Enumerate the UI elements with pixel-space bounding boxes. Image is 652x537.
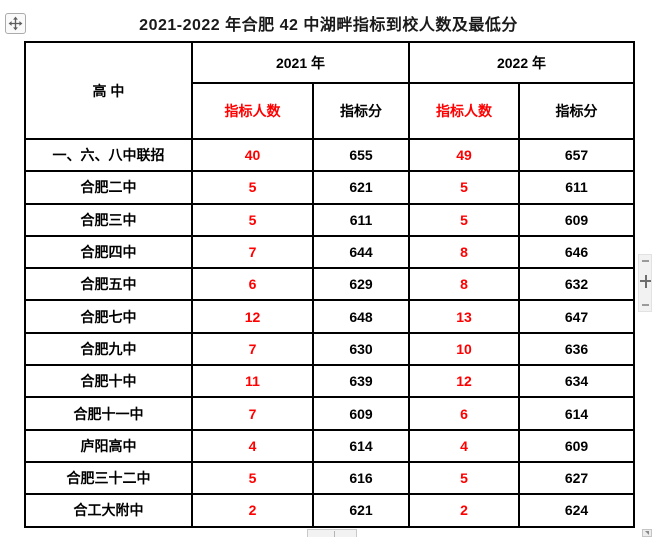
quota-value-cell: 5 — [191, 170, 314, 205]
quota-value-cell: 2 — [191, 493, 314, 528]
header-score-2022: 指标分 — [518, 82, 635, 140]
table-row: 合肥十中 11 639 12 634 — [24, 364, 635, 399]
score-value-cell: 634 — [518, 364, 635, 399]
header-year-2021: 2021 年 — [191, 41, 410, 84]
scroll-tick-top — [642, 260, 649, 262]
four-direction-move-icon — [8, 16, 23, 31]
table-row: 合肥七中 12 648 13 647 — [24, 299, 635, 334]
quota-value-cell: 10 — [408, 331, 520, 367]
school-name-cell: 合肥七中 — [24, 299, 193, 334]
score-value-cell: 609 — [518, 428, 635, 463]
scrollbar-fragment-bottom[interactable] — [307, 529, 357, 537]
quota-value-cell: 12 — [191, 299, 314, 334]
quota-value-cell: 13 — [408, 299, 520, 334]
quota-value-cell: 2 — [408, 493, 520, 528]
school-name-cell: 合肥四中 — [24, 234, 193, 270]
score-value-cell: 644 — [312, 234, 410, 270]
school-name-cell: 合工大附中 — [24, 493, 193, 528]
quota-value-cell: 6 — [191, 267, 314, 302]
table-row: 合肥四中 7 644 8 646 — [24, 234, 635, 270]
quota-value-cell: 5 — [191, 202, 314, 237]
quota-value-cell: 49 — [408, 137, 520, 173]
table-move-handle[interactable] — [5, 13, 26, 34]
quota-value-cell: 6 — [408, 396, 520, 431]
school-name-cell: 合肥十一中 — [24, 396, 193, 431]
quota-value-cell: 7 — [191, 331, 314, 367]
header-quota-2022: 指标人数 — [408, 82, 520, 140]
table-header-row-metrics: 指标人数 指标分 指标人数 指标分 — [25, 82, 635, 140]
score-value-cell: 614 — [312, 428, 410, 463]
score-value-cell: 611 — [312, 202, 410, 237]
quota-value-cell: 8 — [408, 267, 520, 302]
score-value-cell: 611 — [518, 170, 635, 205]
table-body: 一、六、八中联招 40 655 49 657 合肥二中 5 621 5 611 合肥三中 5 611 5 6… — [24, 137, 635, 528]
score-value-cell: 609 — [312, 396, 410, 431]
score-value-cell: 621 — [312, 170, 410, 205]
table-row: 合肥三中 5 611 5 609 — [24, 202, 635, 237]
score-value-cell: 657 — [518, 137, 635, 173]
scrollbar-fragment-right[interactable] — [638, 254, 652, 312]
table-row: 一、六、八中联招 40 655 49 657 — [24, 137, 635, 173]
scroll-corner-arrow-icon — [645, 531, 649, 535]
score-value-cell: 624 — [518, 493, 635, 528]
score-value-cell: 614 — [518, 396, 635, 431]
quota-value-cell: 11 — [191, 364, 314, 399]
quota-value-cell: 5 — [408, 202, 520, 237]
score-value-cell: 648 — [312, 299, 410, 334]
school-name-cell: 合肥二中 — [24, 170, 193, 205]
table-row: 合肥二中 5 621 5 611 — [24, 170, 635, 205]
score-value-cell: 655 — [312, 137, 410, 173]
table-header-row-years: 高 中 2021 年 2022 年 — [24, 41, 635, 140]
score-value-cell: 616 — [312, 460, 410, 496]
quota-value-cell: 8 — [408, 234, 520, 270]
header-school: 高 中 — [24, 41, 193, 140]
header-year-2022: 2022 年 — [408, 41, 635, 84]
plus-icon — [640, 280, 651, 282]
school-name-cell: 合肥十中 — [24, 364, 193, 399]
header-score-2021: 指标分 — [312, 82, 410, 140]
scrollbar-divider — [334, 531, 335, 537]
score-value-cell: 621 — [312, 493, 410, 528]
school-name-cell: 合肥三十二中 — [24, 460, 193, 496]
quota-value-cell: 12 — [408, 364, 520, 399]
score-value-cell: 609 — [518, 202, 635, 237]
school-name-cell: 一、六、八中联招 — [24, 137, 193, 173]
score-value-cell: 627 — [518, 460, 635, 496]
quota-value-cell: 7 — [191, 234, 314, 270]
quota-value-cell: 5 — [408, 170, 520, 205]
table-row: 合肥三十二中 5 616 5 627 — [24, 460, 635, 496]
quota-score-table: 高 中 2021 年 2022 年 指标人数 指标分 指标人数 指标分 一、六、… — [24, 41, 635, 528]
quota-value-cell: 7 — [191, 396, 314, 431]
header-quota-2021: 指标人数 — [191, 82, 314, 140]
table-row: 庐阳高中 4 614 4 609 — [24, 428, 635, 463]
school-name-cell: 庐阳高中 — [24, 428, 193, 463]
score-value-cell: 639 — [312, 364, 410, 399]
page-title: 2021-2022 年合肥 42 中湖畔指标到校人数及最低分 — [139, 17, 518, 34]
quota-value-cell: 4 — [408, 428, 520, 463]
quota-value-cell: 5 — [191, 460, 314, 496]
score-value-cell: 632 — [518, 267, 635, 302]
score-value-cell: 630 — [312, 331, 410, 367]
score-value-cell: 636 — [518, 331, 635, 367]
quota-value-cell: 5 — [408, 460, 520, 496]
table-row: 合肥十一中 7 609 6 614 — [24, 396, 635, 431]
table-row: 合肥九中 7 630 10 636 — [24, 331, 635, 367]
table-row: 合肥五中 6 629 8 632 — [24, 267, 635, 302]
score-value-cell: 646 — [518, 234, 635, 270]
school-name-cell: 合肥三中 — [24, 202, 193, 237]
scroll-tick-bottom — [642, 304, 649, 306]
resize-grip[interactable] — [642, 529, 652, 537]
quota-value-cell: 4 — [191, 428, 314, 463]
school-name-cell: 合肥九中 — [24, 331, 193, 367]
score-value-cell: 647 — [518, 299, 635, 334]
school-name-cell: 合肥五中 — [24, 267, 193, 302]
table-row: 合工大附中 2 621 2 624 — [24, 493, 635, 528]
quota-value-cell: 40 — [191, 137, 314, 173]
score-value-cell: 629 — [312, 267, 410, 302]
